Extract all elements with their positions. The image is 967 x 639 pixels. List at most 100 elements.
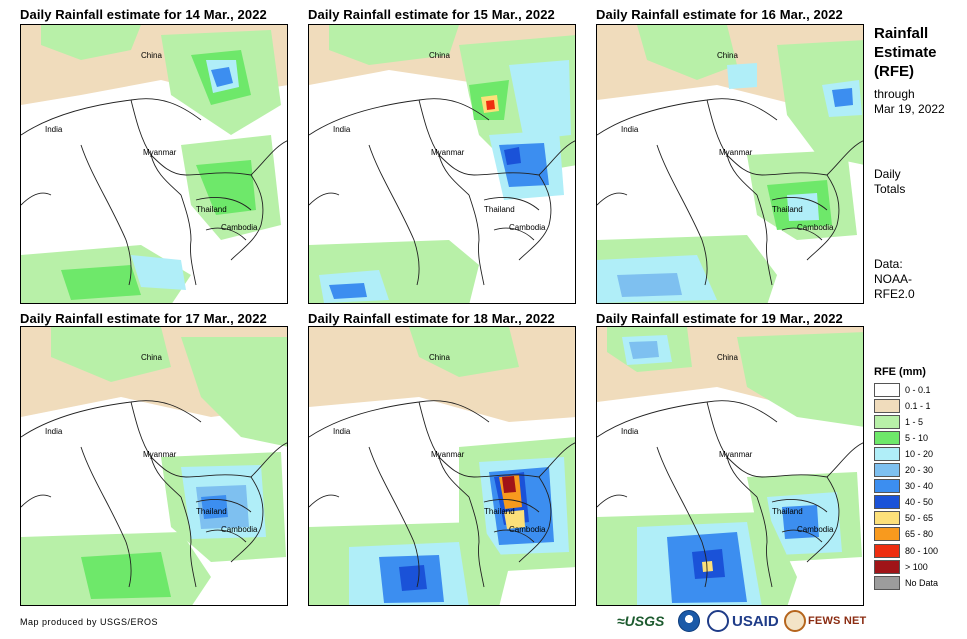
country-boundary [195,197,252,211]
legend-title: RFE (mm) [874,366,926,378]
rainfall-patch [737,332,863,427]
rainfall-patch [211,67,233,87]
country-label-thailand: Thailand [772,507,803,516]
country-label-india: India [45,427,63,436]
rainfall-patch [51,327,171,382]
country-label-china: China [429,51,450,60]
country-label-cambodia: Cambodia [509,525,546,534]
country-boundary [468,194,485,286]
country-boundary [21,98,202,136]
country-boundary [309,400,490,438]
country-boundary [726,154,828,176]
country-boundary [438,154,540,176]
legend-heading-line: Estimate [874,44,937,61]
country-boundary [538,442,575,478]
legend-label: No Data [905,577,939,588]
daily-totals-note: Daily Totals [874,167,905,197]
country-boundary [597,192,628,206]
legend-item: 0.1 - 1 [874,398,931,413]
country-label-india: India [621,125,639,134]
country-boundary [150,154,252,176]
country-label-cambodia: Cambodia [509,223,546,232]
country-label-myanmar: Myanmar [143,148,177,157]
country-boundary [309,494,340,508]
legend-label: 80 - 100 [905,545,939,556]
legend-label: 40 - 50 [905,497,934,508]
rainfall-patch [181,337,287,447]
panel-title-19-mar: Daily Rainfall estimate for 19 Mar., 202… [596,311,843,326]
country-boundary [538,140,575,176]
rainfall-map-19-mar: China India Myanmar Thailand Cambodia [596,326,864,606]
country-label-cambodia: Cambodia [221,223,258,232]
legend-item: 20 - 30 [874,463,933,478]
legend-label: 0 - 0.1 [905,384,931,395]
through-date-line: Mar 19, 2022 [874,102,945,116]
legend-item: 65 - 80 [874,527,933,542]
country-boundary [80,144,132,286]
country-label-myanmar: Myanmar [719,148,753,157]
panel-title-17-mar: Daily Rainfall estimate for 17 Mar., 202… [20,311,267,326]
rainfall-map-17-mar: China India Myanmar Thailand Cambodia [20,326,288,606]
rainfall-patch [777,40,863,165]
legend-swatch [874,527,900,542]
country-label-myanmar: Myanmar [431,148,465,157]
legend-swatch [874,495,900,510]
country-boundary [368,446,420,588]
country-boundary [493,529,535,543]
legend-label: > 100 [905,561,928,572]
country-label-thailand: Thailand [196,507,227,516]
legend-label: 0.1 - 1 [905,400,931,411]
country-boundary [21,494,52,508]
rainfall-field [309,25,575,303]
country-boundary [21,400,202,438]
daily-totals-line: Totals [874,182,906,196]
country-boundary [483,197,540,211]
map-credit: Map produced by USGS/EROS [20,617,159,627]
rainfall-patch [201,495,228,519]
country-boundary [597,98,778,136]
country-label-thailand: Thailand [484,205,515,214]
country-boundary [180,496,197,588]
country-label-india: India [621,427,639,436]
country-boundary [493,227,535,241]
legend-label: 1 - 5 [905,416,924,427]
rainfall-patch [41,25,141,60]
legend-item: No Data [874,575,938,590]
usaid-seal-icon [707,610,729,632]
legend-swatch [874,511,900,526]
country-boundary [781,529,823,543]
usaid-logo-text: USAID [732,612,779,630]
country-boundary [230,174,264,261]
rainfall-patch [504,147,521,165]
country-boundary [483,499,540,513]
country-boundary [205,227,247,241]
country-label-china: China [429,353,450,362]
country-boundary [781,227,823,241]
country-label-thailand: Thailand [196,205,227,214]
legend-item: 1 - 5 [874,414,923,429]
panel-title-14-mar: Daily Rainfall estimate for 14 Mar., 202… [20,7,267,22]
rainfall-patch [486,100,495,110]
country-boundary [656,446,708,588]
country-label-china: China [141,353,162,362]
country-boundary [80,446,132,588]
legend-label: 30 - 40 [905,481,934,492]
daily-totals-line: Daily [874,167,901,181]
legend-heading-line: (RFE) [874,63,914,80]
noaa-logo-icon [678,610,700,632]
country-label-cambodia: Cambodia [797,223,834,232]
country-boundary [21,192,52,206]
rainfall-field [309,327,575,605]
country-boundary [826,442,863,478]
country-label-china: China [717,51,738,60]
country-label-india: India [45,125,63,134]
country-label-china: China [717,353,738,362]
usgs-logo-text: ≈USGS [617,613,665,629]
legend-swatch [874,543,900,558]
legend-swatch [874,398,900,413]
rainfall-patch [81,552,171,599]
country-label-cambodia: Cambodia [221,525,258,534]
country-label-thailand: Thailand [772,205,803,214]
legend-swatch [874,382,900,397]
rainfall-patch [637,25,737,80]
